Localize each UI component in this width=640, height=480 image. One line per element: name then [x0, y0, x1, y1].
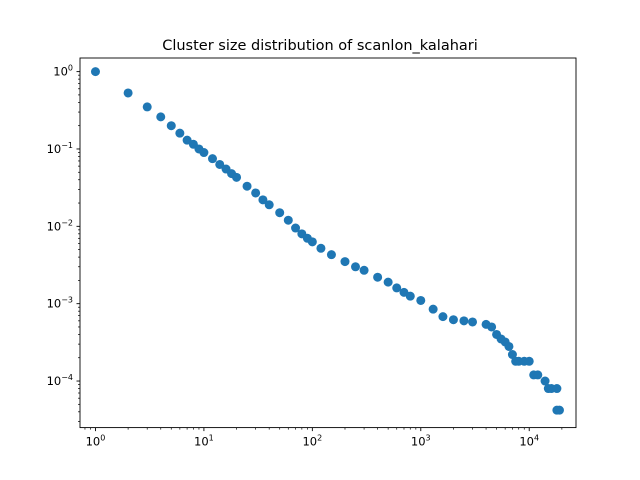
x-axis: 100 101 102 103 104 [84, 427, 563, 449]
y-tick-label-3: 10−3 [47, 296, 73, 311]
y-tick-label-0: 100 [53, 64, 73, 79]
data-point-15 [242, 181, 252, 191]
y-tick-label-4: 10−4 [47, 373, 73, 388]
x-tick-label-3: 103 [411, 434, 431, 449]
data-point-21 [291, 223, 301, 233]
data-point-46 [504, 341, 514, 351]
data-point-4 [166, 121, 176, 131]
data-point-32 [392, 283, 402, 293]
data-point-19 [275, 208, 285, 218]
data-point-37 [438, 312, 448, 322]
data-point-34 [405, 291, 415, 301]
data-point-27 [340, 257, 350, 267]
data-point-57 [552, 384, 562, 394]
data-point-51 [524, 356, 534, 366]
data-point-28 [351, 262, 360, 272]
data-point-31 [383, 277, 393, 287]
y-tick-label-2: 10−2 [47, 218, 73, 233]
data-point-59 [554, 405, 564, 415]
data-point-1 [123, 88, 133, 98]
data-point-5 [175, 128, 185, 138]
data-point-0 [90, 67, 100, 77]
chart-title: Cluster size distribution of scanlon_kal… [162, 38, 478, 54]
data-point-26 [326, 250, 336, 260]
data-point-30 [373, 272, 383, 282]
data-point-18 [264, 200, 274, 210]
y-axis: 100 10−1 10−2 10−3 10−4 [47, 64, 80, 422]
data-point-11 [215, 159, 225, 169]
data-point-17 [258, 195, 268, 205]
data-point-38 [448, 315, 458, 325]
x-tick-label-2: 102 [302, 434, 322, 449]
plot-points [90, 67, 564, 415]
data-point-42 [487, 322, 497, 332]
plot-frame [79, 57, 577, 429]
data-point-10 [208, 154, 217, 164]
data-point-54 [540, 376, 550, 386]
data-point-47 [507, 350, 517, 360]
data-point-3 [156, 112, 166, 122]
data-point-25 [316, 243, 326, 253]
data-point-24 [307, 237, 317, 247]
x-tick-label-4: 104 [519, 434, 539, 449]
data-point-39 [459, 316, 469, 326]
data-point-40 [468, 317, 478, 327]
data-point-29 [359, 265, 369, 275]
data-point-35 [416, 295, 426, 305]
x-tick-label-0: 100 [86, 434, 106, 449]
y-tick-label-1: 10−1 [47, 141, 73, 156]
data-point-9 [199, 148, 209, 158]
data-point-14 [232, 172, 242, 182]
data-point-2 [142, 102, 152, 112]
data-point-20 [283, 215, 293, 225]
x-tick-label-1: 101 [194, 434, 214, 449]
data-point-36 [428, 304, 438, 314]
data-point-53 [533, 370, 543, 380]
data-point-16 [251, 188, 261, 198]
